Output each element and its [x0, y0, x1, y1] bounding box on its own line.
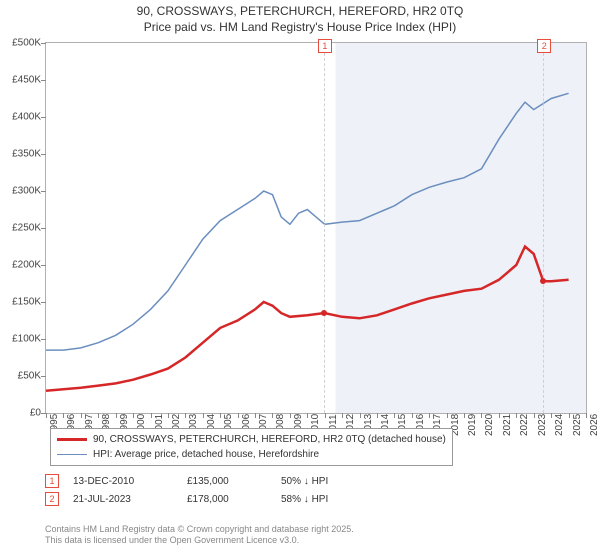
y-tick-label: £450K — [1, 75, 41, 86]
x-tick-label: 2020 — [484, 414, 495, 436]
legend-box: 90, CROSSWAYS, PETERCHURCH, HEREFORD, HR… — [50, 428, 453, 466]
y-tick-label: £0 — [1, 408, 41, 419]
event-price: £178,000 — [187, 494, 267, 505]
y-tick-label: £250K — [1, 223, 41, 234]
series-line — [46, 93, 569, 350]
title-line-1: 90, CROSSWAYS, PETERCHURCH, HEREFORD, HR… — [0, 4, 600, 20]
x-tick-label: 2025 — [572, 414, 583, 436]
event-marker-box: 1 — [45, 474, 59, 488]
source-line-2: This data is licensed under the Open Gov… — [45, 535, 354, 546]
marker-dot — [321, 310, 327, 316]
data-sources: Contains HM Land Registry data © Crown c… — [45, 524, 354, 546]
chart-plot-area: £0£50K£100K£150K£200K£250K£300K£350K£400… — [45, 42, 587, 414]
marker-box: 2 — [537, 39, 551, 53]
x-tick-label: 2026 — [589, 414, 600, 436]
event-price: £135,000 — [187, 476, 267, 487]
legend-swatch — [57, 438, 87, 441]
title-line-2: Price paid vs. HM Land Registry's House … — [0, 20, 600, 36]
y-tick-label: £300K — [1, 186, 41, 197]
y-tick-label: £400K — [1, 112, 41, 123]
y-tick-label: £200K — [1, 260, 41, 271]
legend-swatch — [57, 454, 87, 456]
x-tick-label: 2023 — [537, 414, 548, 436]
source-line-1: Contains HM Land Registry data © Crown c… — [45, 524, 354, 535]
marker-box: 1 — [318, 39, 332, 53]
x-tick-label: 2019 — [467, 414, 478, 436]
legend-item: 90, CROSSWAYS, PETERCHURCH, HEREFORD, HR… — [57, 432, 446, 447]
y-tick-label: £100K — [1, 334, 41, 345]
event-row: 1 13-DEC-2010 £135,000 50% ↓ HPI — [45, 474, 401, 488]
y-tick-label: £500K — [1, 38, 41, 49]
event-date: 13-DEC-2010 — [73, 476, 173, 487]
y-tick-label: £350K — [1, 149, 41, 160]
y-tick-label: £150K — [1, 297, 41, 308]
event-row: 2 21-JUL-2023 £178,000 58% ↓ HPI — [45, 492, 401, 506]
x-tick-label: 2022 — [519, 414, 530, 436]
series-line — [46, 247, 569, 391]
legend-label: 90, CROSSWAYS, PETERCHURCH, HEREFORD, HR… — [93, 432, 446, 447]
marker-dot — [540, 278, 546, 284]
event-table: 1 13-DEC-2010 £135,000 50% ↓ HPI 2 21-JUL-202… — [45, 474, 401, 510]
legend-item: HPI: Average price, detached house, Here… — [57, 447, 446, 462]
event-pct: 50% ↓ HPI — [281, 476, 401, 487]
legend-label: HPI: Average price, detached house, Here… — [93, 447, 319, 462]
event-pct: 58% ↓ HPI — [281, 494, 401, 505]
x-tick-label: 2024 — [554, 414, 565, 436]
y-tick-label: £50K — [1, 371, 41, 382]
x-tick-label: 2021 — [502, 414, 513, 436]
chart-series-svg — [46, 43, 586, 413]
event-marker-box: 2 — [45, 492, 59, 506]
marker-guideline — [543, 43, 544, 413]
marker-guideline — [324, 43, 325, 413]
event-date: 21-JUL-2023 — [73, 494, 173, 505]
chart-title: 90, CROSSWAYS, PETERCHURCH, HEREFORD, HR… — [0, 0, 600, 35]
